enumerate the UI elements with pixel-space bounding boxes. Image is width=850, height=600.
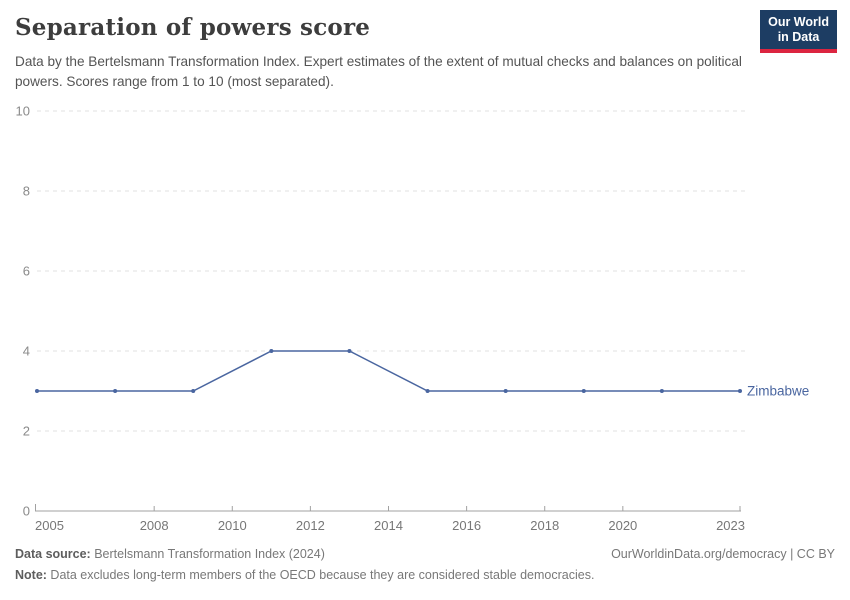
x-axis-tick-label: 2018 <box>530 518 559 533</box>
chart-subtitle: Data by the Bertelsmann Transformation I… <box>15 54 742 90</box>
x-axis-tick-label: 2012 <box>296 518 325 533</box>
y-axis-tick-label: 10 <box>16 104 30 119</box>
x-axis-tick-label: 2016 <box>452 518 481 533</box>
series-end-label: Zimbabwe <box>747 384 809 399</box>
note-label: Note: <box>15 568 47 582</box>
line-chart-plot-area: 0 2 4 6 8 10 2005 2008 2010 2012 2014 2016 2018 2020 2… <box>16 104 810 534</box>
data-point <box>581 389 586 393</box>
data-source-label: Data source: <box>15 547 91 561</box>
y-axis-tick-label: 2 <box>23 424 30 439</box>
x-axis-tick-label: 2010 <box>218 518 247 533</box>
data-point <box>35 389 39 393</box>
data-source: Data source: Bertelsmann Transformation … <box>15 547 325 561</box>
chart-footer: Data source: Bertelsmann Transformation … <box>15 547 835 582</box>
x-axis-tick-label: 2023 <box>716 518 745 533</box>
y-axis-tick-label: 4 <box>23 344 30 359</box>
series-line-zimbabwe <box>37 350 740 392</box>
data-point <box>738 389 742 393</box>
data-point <box>113 389 118 393</box>
data-point <box>347 349 352 353</box>
data-point <box>425 389 430 393</box>
data-source-text: Bertelsmann Transformation Index (2024) <box>90 547 325 561</box>
owid-logo: Our World in Data <box>760 10 837 53</box>
data-point <box>503 389 508 393</box>
owid-logo-line2: in Data <box>777 30 820 44</box>
note-text: Data excludes long-term members of the O… <box>46 568 595 582</box>
x-axis-tick-label: 2020 <box>608 518 637 533</box>
x-axis-tick-label: 2005 <box>35 518 64 533</box>
data-point <box>191 389 196 393</box>
data-point <box>659 389 664 393</box>
x-axis-tick-label: 2008 <box>140 518 169 533</box>
x-axis-tick-label: 2014 <box>374 518 403 533</box>
license-attribution: OurWorldinData.org/democracy | CC BY <box>611 547 835 561</box>
data-point <box>269 349 274 353</box>
chart-title: Separation of powers score <box>15 14 371 41</box>
owid-logo-line1: Our World <box>768 15 829 29</box>
y-axis-tick-label: 0 <box>23 504 30 519</box>
y-axis-tick-label: 6 <box>23 264 30 279</box>
y-axis-tick-label: 8 <box>23 184 30 199</box>
